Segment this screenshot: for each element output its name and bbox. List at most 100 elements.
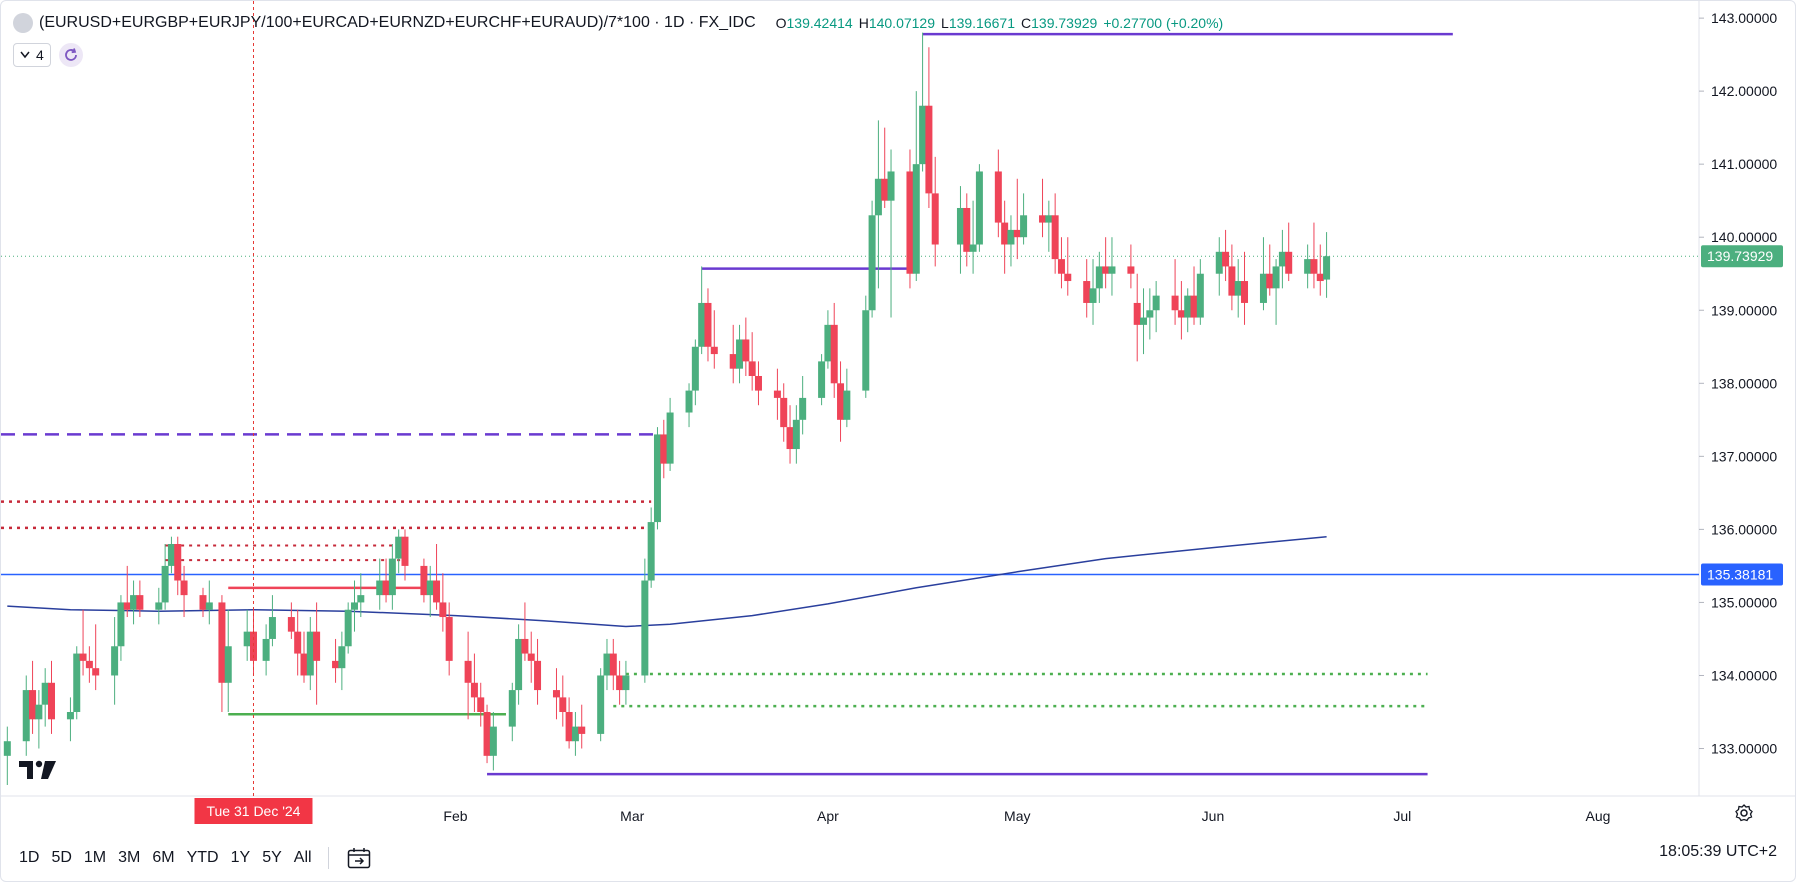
price-axis[interactable]: 143.00000 142.00000 141.00000 140.00000 139.… — [1699, 10, 1783, 757]
candle-body-111 — [1013, 229, 1021, 238]
candle-body-128 — [1171, 295, 1179, 311]
candle-body-138 — [1259, 273, 1267, 303]
candle-body-30 — [294, 631, 302, 654]
range-button-1y[interactable]: 1Y — [230, 849, 251, 866]
candle-body-41 — [388, 558, 396, 596]
candle-body-60 — [559, 697, 567, 712]
range-button-1m[interactable]: 1M — [83, 849, 107, 866]
range-button-ytd[interactable]: YTD — [186, 849, 219, 866]
candle-body-72 — [660, 434, 668, 464]
range-button-1d[interactable]: 1D — [19, 849, 40, 866]
drawings-layer[interactable] — [1, 32, 1699, 776]
high-label: H — [858, 15, 869, 31]
range-button-5y[interactable]: 5Y — [262, 849, 282, 866]
candle-body-40 — [382, 580, 390, 596]
candle-body-87 — [792, 419, 800, 450]
candle-body-46 — [433, 580, 441, 603]
symbol-logo-icon — [13, 13, 33, 33]
range-button-6m[interactable]: 6M — [152, 849, 175, 866]
go-to-date-button[interactable] — [339, 843, 379, 873]
candle-body-145 — [1316, 273, 1324, 282]
candle-body-66 — [609, 653, 617, 676]
candle-body-115 — [1051, 215, 1059, 260]
candle-body-42 — [395, 536, 403, 559]
candle-body-124 — [1133, 302, 1141, 325]
candle-body-96 — [874, 178, 882, 216]
y-tick-label: 137.00000 — [1711, 448, 1777, 464]
y-tick-label: 139.00000 — [1711, 302, 1777, 318]
candle-body-53 — [489, 726, 497, 756]
candle-body-85 — [780, 397, 788, 428]
candle-body-44 — [420, 565, 428, 596]
candle-body-74 — [685, 390, 693, 413]
candle-body-117 — [1064, 273, 1072, 282]
open-value: 139.42414 — [786, 15, 853, 31]
candle-body-146 — [1323, 256, 1331, 280]
candle-body-58 — [534, 660, 542, 691]
candle-body-114 — [1045, 215, 1053, 223]
candle-body-118 — [1083, 281, 1091, 303]
candle-body-95 — [868, 215, 876, 311]
candle-body-122 — [1108, 266, 1116, 274]
candle-body-99 — [906, 171, 914, 274]
candle-body-133 — [1215, 251, 1223, 274]
candle-body-55 — [515, 638, 523, 691]
range-button-5d[interactable]: 5D — [51, 849, 72, 866]
candle-body-93 — [843, 390, 851, 420]
symbol-title[interactable]: (EURUSD+EURGBP+EURJPY/100+EURCAD+EURNZD+… — [39, 14, 756, 31]
candle-body-43 — [401, 536, 409, 566]
candle-body-18 — [167, 543, 175, 566]
candle-body-2 — [29, 690, 37, 720]
candle-body-83 — [754, 375, 762, 391]
candles-layer — [3, 32, 1331, 786]
candle-body-121 — [1102, 266, 1110, 274]
low-label: L — [941, 15, 949, 31]
x-tick-label: May — [1004, 808, 1030, 824]
candle-body-88 — [799, 397, 807, 420]
high-value: 140.07129 — [868, 15, 936, 31]
y-tick-label: 140.00000 — [1711, 229, 1777, 245]
indicators-toggle-button[interactable]: 4 — [13, 43, 51, 67]
candle-body-4 — [41, 682, 49, 705]
candle-body-34 — [332, 660, 340, 669]
candle-body-57 — [527, 653, 535, 661]
candle-body-15 — [136, 595, 144, 610]
range-button-all[interactable]: All — [293, 849, 312, 866]
time-axis[interactable]: Feb Mar Apr May Jun Jul Aug — [443, 808, 1610, 824]
candle-body-73 — [666, 412, 674, 464]
candle-body-79 — [729, 354, 737, 369]
clock-timezone[interactable]: 18:05:39 UTC+2 — [1659, 843, 1777, 860]
candle-body-32 — [306, 631, 314, 676]
candle-body-142 — [1285, 251, 1293, 274]
candle-body-7 — [73, 653, 81, 712]
candle-body-123 — [1127, 266, 1135, 274]
candle-body-80 — [736, 339, 744, 369]
chart-grid — [1, 1, 1795, 797]
tradingview-logo — [19, 759, 57, 786]
candle-body-50 — [470, 682, 478, 698]
chart-settings-button[interactable] — [1734, 803, 1754, 828]
candle-body-126 — [1146, 310, 1154, 318]
x-tick-label: Aug — [1586, 808, 1611, 824]
candle-body-0 — [3, 741, 11, 756]
refresh-button[interactable] — [58, 43, 83, 67]
y-tick-label: 141.00000 — [1711, 156, 1777, 172]
close-value: 139.73929 — [1031, 15, 1098, 31]
candle-body-22 — [205, 602, 213, 610]
candle-body-137 — [1241, 281, 1249, 303]
candle-body-102 — [925, 105, 933, 194]
candle-body-26 — [249, 631, 257, 661]
candle-body-139 — [1266, 273, 1274, 289]
candle-body-120 — [1095, 266, 1103, 289]
candle-body-17 — [161, 565, 169, 603]
candle-body-94 — [862, 310, 870, 391]
candle-body-25 — [243, 631, 251, 647]
low-value: 139.16671 — [948, 15, 1015, 31]
indicators-row: 4 — [13, 43, 83, 67]
candle-body-65 — [603, 653, 611, 676]
candle-body-144 — [1310, 259, 1318, 274]
candle-body-63 — [578, 726, 586, 734]
indicators-count: 4 — [36, 47, 44, 63]
range-button-3m[interactable]: 3M — [118, 849, 141, 866]
